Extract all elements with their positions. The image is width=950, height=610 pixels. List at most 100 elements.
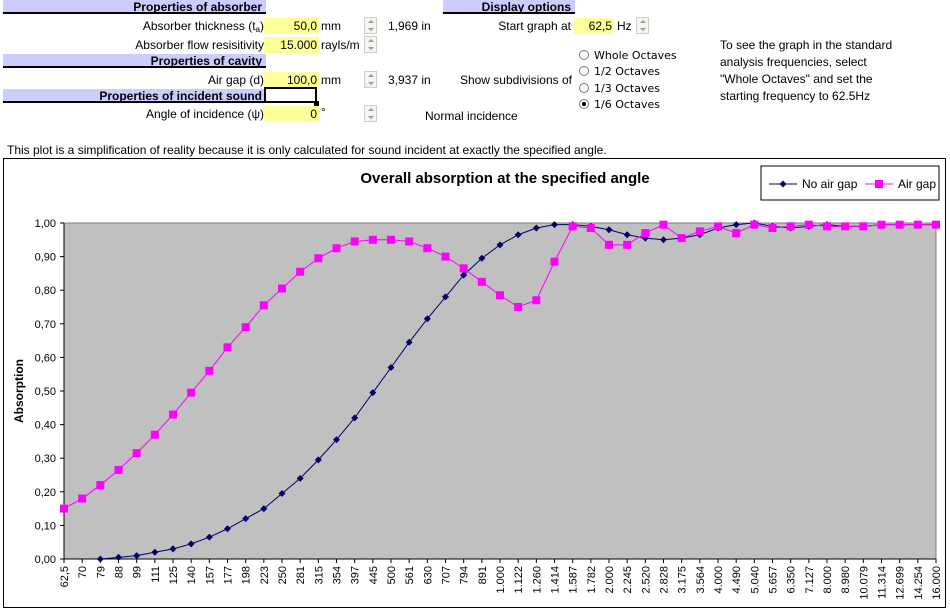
data-point-air-gap [550,257,559,266]
x-tick-label: 7.127 [804,566,816,594]
x-tick-label: 4.490 [731,566,743,594]
radio-dot-selected [579,99,589,109]
data-point-air-gap [132,449,141,458]
x-tick-label: 198 [241,566,253,584]
angle-input[interactable]: 0 [264,106,319,122]
data-point-no-air-gap [514,231,522,239]
data-point-air-gap [586,224,595,233]
data-point-air-gap [350,237,359,246]
thickness-inches-value: 1,969 in [388,19,431,33]
data-point-air-gap [114,465,123,474]
y-tick-label: 0,40 [35,420,56,432]
radio-third-octaves[interactable]: 1/3 Octaves [579,81,660,97]
radio-dot [579,66,589,76]
data-point-air-gap [278,284,286,293]
data-point-no-air-gap [242,515,250,523]
data-point-air-gap [169,410,177,419]
data-point-no-air-gap [115,553,122,561]
fill-handle[interactable] [314,101,319,106]
radio-sixth-octaves[interactable]: 1/6 Octaves [579,97,660,113]
air-gap-input[interactable]: 100,0 [264,72,319,88]
radio-whole-octaves[interactable]: Whole Octaves [579,48,677,64]
x-tick-label: 794 [459,566,471,584]
data-point-air-gap [332,244,341,253]
data-point-no-air-gap [314,456,322,464]
data-point-air-gap [223,343,232,352]
radio-dot [579,83,589,93]
data-point-no-air-gap [96,555,104,563]
start-frequency-spinner[interactable] [636,17,649,34]
x-tick-label: 177 [223,566,235,584]
data-point-no-air-gap [641,234,649,242]
data-point-no-air-gap [169,545,177,553]
legend-label: Air gap [898,177,936,191]
data-point-no-air-gap [660,236,667,244]
flow-resistivity-label: Absorber flow resisitivity [135,38,264,52]
x-tick-label: 62,5 [59,566,71,587]
legend-marker-square [875,180,883,188]
data-point-air-gap [459,264,468,273]
y-axis-label: Absorption [12,359,26,423]
data-point-air-gap [296,267,305,276]
absorber-thickness-input[interactable]: 50,0 [264,18,319,34]
subdivisions-label: Show subdivisions of [459,73,572,87]
data-point-air-gap [187,388,196,397]
x-tick-label: 1.587 [568,566,580,594]
chart-area[interactable]: Overall absorption at the specified angl… [3,158,946,608]
data-point-no-air-gap [496,241,504,249]
selected-cell[interactable] [264,87,317,103]
data-point-air-gap [714,222,722,231]
x-tick-label: 2.000 [604,566,616,594]
y-tick-label: 0,90 [35,252,56,264]
y-tick-label: 1,00 [35,218,56,230]
absorber-section-header: Properties of absorber [3,0,266,14]
x-tick-label: 111 [150,566,162,583]
cavity-section-header: Properties of cavity [3,54,266,68]
angle-spinner[interactable] [364,105,377,122]
display-section-header: Display options [443,0,575,14]
y-tick-label: 0,20 [35,487,56,499]
data-point-air-gap [241,323,250,332]
data-point-no-air-gap [151,548,159,556]
x-tick-label: 1.000 [495,566,507,594]
x-tick-label: 8.000 [822,566,834,594]
absorber-thickness-label: Absorber thickness (ta) [142,19,264,34]
air-gap-spinner[interactable] [364,71,377,88]
hint-text: To see the graph in the standard analysis… [720,38,893,103]
data-point-no-air-gap [423,315,431,323]
x-tick-label: 10.079 [858,566,870,600]
data-point-air-gap [804,220,813,229]
data-point-air-gap [568,222,577,231]
x-tick-label: 561 [404,566,416,584]
x-tick-label: 630 [422,566,434,584]
data-point-no-air-gap [224,525,231,533]
thickness-spinner[interactable] [364,17,377,34]
start-frequency-input[interactable]: 62,5 [574,18,614,34]
radio-half-octaves[interactable]: 1/2 Octaves [579,64,660,80]
data-point-no-air-gap [605,226,613,234]
data-point-air-gap [259,301,268,310]
flow-spinner[interactable] [364,36,377,53]
data-point-air-gap [841,222,850,231]
flow-resistivity-unit: rayls/m [321,38,360,52]
y-tick-label: 0,70 [35,319,56,331]
start-frequency-unit: Hz [617,19,632,33]
x-tick-label: 5.657 [768,566,780,594]
angle-label: Angle of incidence (ψ) [146,107,264,121]
data-point-air-gap [96,481,105,490]
flow-resistivity-input[interactable]: 15.000 [264,37,319,53]
x-tick-label: 1.782 [586,566,598,594]
x-tick-label: 11.314 [877,566,889,599]
data-point-air-gap [732,229,741,238]
x-tick-label: 6.350 [786,566,798,594]
data-point-air-gap [659,220,668,229]
x-tick-label: 12.699 [895,566,907,600]
data-point-air-gap [750,220,759,229]
data-point-air-gap [641,229,650,238]
data-point-air-gap [877,220,886,229]
data-point-air-gap [78,494,87,503]
data-point-air-gap [441,252,450,261]
data-point-no-air-gap [532,224,540,232]
absorber-thickness-unit: mm [321,19,341,33]
data-point-air-gap [823,222,831,231]
